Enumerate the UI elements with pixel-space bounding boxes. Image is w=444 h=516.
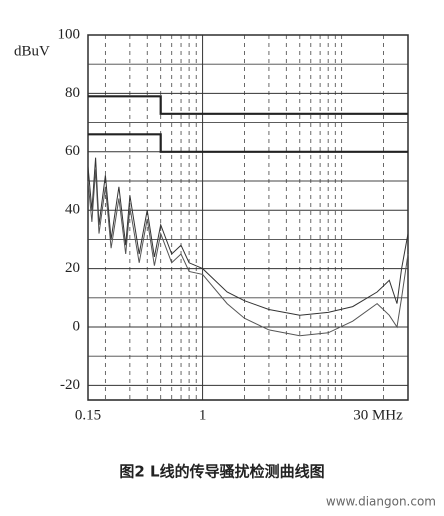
series-line	[87, 169, 409, 337]
x-tick-label: 0.15	[75, 407, 101, 423]
watermark: www.diangon.com	[326, 495, 436, 509]
series-line	[88, 95, 408, 115]
y-tick-label: 60	[65, 143, 80, 159]
caption: 图2 L线的传导骚扰检测曲线图	[119, 463, 324, 481]
y-tick-label: 100	[58, 26, 81, 42]
y-tick-label: 0	[73, 318, 81, 334]
y-tick-label: 80	[65, 85, 80, 101]
y-tick-label: 20	[65, 260, 80, 276]
series-line	[87, 157, 409, 316]
x-tick-label: 30 MHz	[353, 407, 403, 423]
y-axis-label: dBuV	[14, 43, 50, 59]
x-tick-label: 1	[199, 407, 207, 423]
y-tick-label: 40	[65, 202, 80, 218]
series-line	[88, 133, 408, 153]
plot-area	[87, 34, 409, 401]
y-tick-label: -20	[60, 377, 80, 393]
